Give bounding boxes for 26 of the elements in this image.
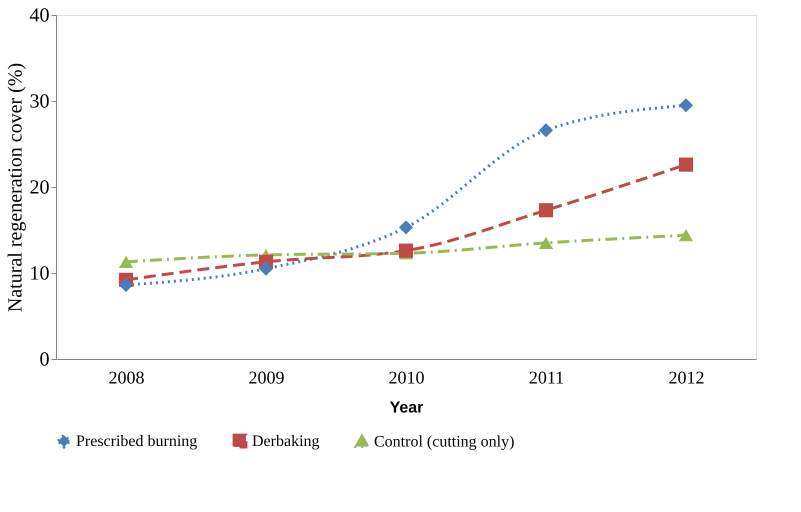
y-axis-title: Natural regeneration cover (%)	[4, 62, 26, 312]
point	[678, 229, 694, 242]
point	[398, 220, 414, 234]
x-tick-label: 2012	[668, 368, 704, 388]
y-tick-label: 30	[30, 90, 50, 112]
point	[538, 236, 554, 250]
point	[258, 262, 274, 276]
x-tick-label: 2010	[388, 368, 424, 388]
point	[678, 98, 694, 112]
x-tick-label: 2008	[108, 368, 144, 388]
x-tick-label: 2009	[248, 368, 284, 388]
point	[398, 244, 414, 258]
point	[538, 203, 554, 218]
point	[678, 158, 694, 172]
y-tick-label: 40	[30, 4, 50, 26]
legend-label: Prescribed burning	[76, 433, 198, 450]
point	[538, 123, 554, 138]
x-tick-label: 2011	[528, 368, 564, 388]
y-tick-label: 0	[40, 348, 50, 370]
point	[118, 278, 134, 292]
legend-label: Derbaking	[252, 433, 320, 450]
y-tick-label: 10	[30, 262, 50, 284]
y-tick-label: 20	[30, 176, 50, 198]
legend-label: Control (cutting only)	[374, 433, 514, 450]
x-axis-title: Year	[390, 400, 424, 416]
point	[118, 256, 134, 268]
